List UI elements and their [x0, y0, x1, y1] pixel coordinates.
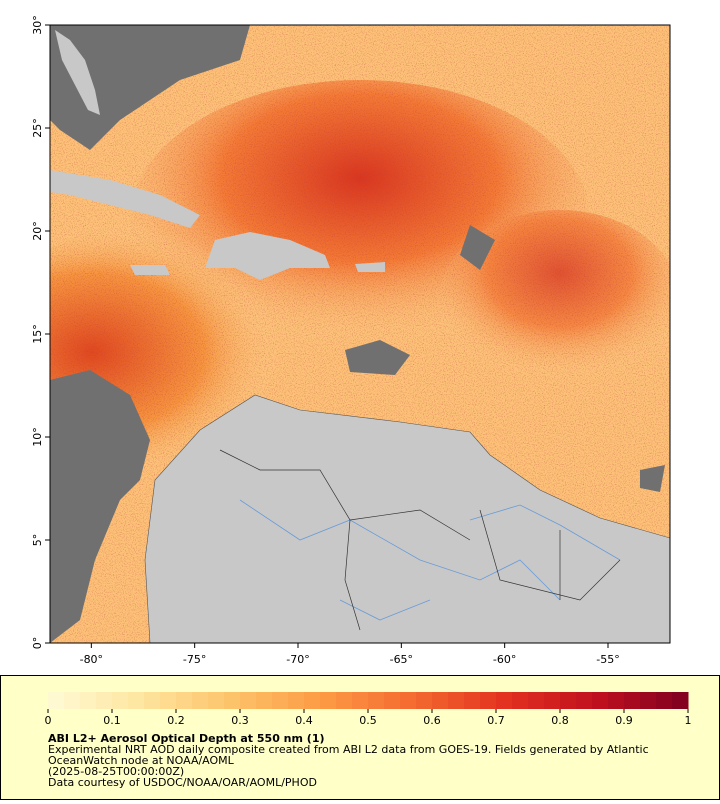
colorbar-tick-label: 0.4 [295, 714, 313, 727]
colorbar-swatch [544, 692, 561, 709]
colorbar-swatch [96, 692, 113, 709]
colorbar-swatch [256, 692, 273, 709]
colorbar-swatch [336, 692, 353, 709]
colorbar-tick-label: 0.1 [103, 714, 121, 727]
y-tick-label: 0° [31, 637, 44, 650]
colorbar-tick-label: 0 [45, 714, 52, 727]
x-tick-label: -65° [390, 653, 413, 666]
caption-line: Experimental NRT AOD daily composite cre… [48, 743, 649, 756]
colorbar-swatch [400, 692, 417, 709]
axes: -80° -75° -70° -65° -60° -55° 0° 5° 10° 15° 20° 25°… [31, 15, 620, 666]
colorbar-swatch [112, 692, 129, 709]
y-tick-label: 5° [31, 534, 44, 547]
colorbar-tick-label: 0.6 [423, 714, 441, 727]
colorbar-swatch [304, 692, 321, 709]
y-tick-label: 30° [31, 15, 44, 35]
colorbar-tick-label: 1 [685, 714, 692, 727]
colorbar-swatch [656, 692, 673, 709]
colorbar-tick-label: 0.8 [551, 714, 569, 727]
colorbar-tick-label: 0.2 [167, 714, 185, 727]
colorbar-swatch [80, 692, 97, 709]
colorbar-swatch [64, 692, 81, 709]
caption-line: (2025-08-25T00:00:00Z) [48, 765, 184, 778]
x-tick-label: -70° [286, 653, 309, 666]
colorbar-swatch [576, 692, 593, 709]
y-tick-label: 10° [31, 427, 44, 447]
colorbar-swatch [432, 692, 449, 709]
caption-title: ABI L2+ Aerosol Optical Depth at 550 nm … [48, 732, 325, 745]
x-tick-label: -80° [80, 653, 103, 666]
colorbar-swatch [224, 692, 241, 709]
colorbar-tick-label: 0.9 [615, 714, 633, 727]
colorbar-swatch [160, 692, 177, 709]
colorbar-swatch [352, 692, 369, 709]
colorbar-swatch [288, 692, 305, 709]
colorbar-swatch [480, 692, 497, 709]
colorbar-swatch [128, 692, 145, 709]
x-tick-label: -60° [493, 653, 516, 666]
x-tick-label: -55° [596, 653, 619, 666]
colorbar-swatch [592, 692, 609, 709]
colorbar-swatch [528, 692, 545, 709]
colorbar-swatch [416, 692, 433, 709]
colorbar-swatch [624, 692, 641, 709]
colorbar-swatch [240, 692, 257, 709]
y-tick-label: 15° [31, 324, 44, 344]
y-tick-label: 20° [31, 221, 44, 241]
y-tick-label: 25° [31, 118, 44, 138]
colorbar-swatch [192, 692, 209, 709]
colorbar-swatch [48, 692, 65, 709]
colorbar-swatch [496, 692, 513, 709]
colorbar-swatch [384, 692, 401, 709]
colorbar-swatch [272, 692, 289, 709]
colorbar-swatch [144, 692, 161, 709]
caption-line: OceanWatch node at NOAA/AOML [48, 754, 235, 767]
colorbar-tick-label: 0.3 [231, 714, 249, 727]
colorbar-tick-label: 0.7 [487, 714, 505, 727]
colorbar-swatch [464, 692, 481, 709]
colorbar-swatch [608, 692, 625, 709]
colorbar-swatch [672, 692, 689, 709]
colorbar-swatch [176, 692, 193, 709]
caption-line: Data courtesy of USDOC/NOAA/OAR/AOML/PHO… [48, 776, 317, 789]
map-image [50, 25, 670, 643]
colorbar-swatch [560, 692, 577, 709]
colorbar-swatch [640, 692, 657, 709]
colorbar-swatch [512, 692, 529, 709]
colorbar-swatch [368, 692, 385, 709]
x-tick-label: -75° [183, 653, 206, 666]
colorbar-swatch [208, 692, 225, 709]
colorbar-tick-label: 0.5 [359, 714, 377, 727]
colorbar-swatch [448, 692, 465, 709]
colorbar-swatch [320, 692, 337, 709]
colorbar: 0 0.1 0.2 0.3 0.4 0.5 0.6 0.7 0.8 0.9 1 [45, 692, 692, 727]
